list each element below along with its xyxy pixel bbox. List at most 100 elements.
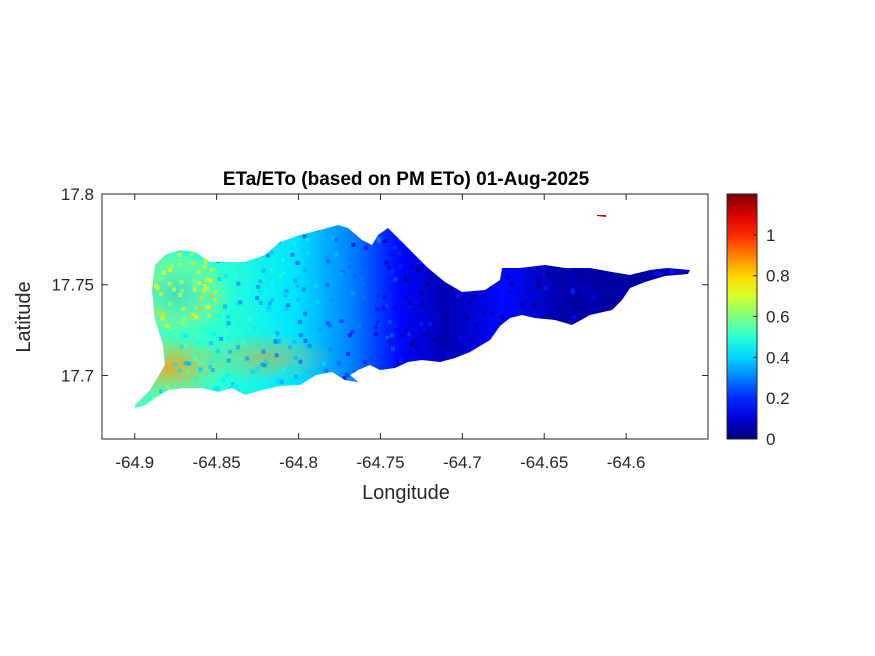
heat-cell (255, 296, 259, 301)
heat-cell (654, 268, 659, 273)
heat-cell (398, 358, 403, 363)
heat-cell (680, 272, 685, 277)
heat-cell (276, 375, 281, 380)
heat-cell (474, 324, 478, 329)
heat-cell (376, 236, 381, 241)
heat-cell (307, 343, 312, 348)
heat-cell (172, 287, 176, 292)
heat-cell (201, 288, 206, 293)
heat-cell (339, 271, 344, 276)
heat-cell (204, 377, 209, 382)
heat-cell (428, 322, 433, 327)
heat-cell (284, 307, 289, 312)
heat-cell (208, 332, 213, 337)
heat-cell (434, 317, 439, 322)
heat-cell (415, 267, 420, 272)
heat-cell (232, 384, 237, 388)
heat-cell (226, 358, 231, 363)
heat-cell (418, 260, 422, 265)
heat-cell (306, 233, 311, 238)
heat-cell (179, 280, 184, 284)
heat-cell (615, 279, 620, 284)
heat-cell (347, 256, 352, 261)
heat-cell (471, 339, 475, 344)
heat-cell (273, 339, 278, 344)
heat-cell (223, 304, 227, 309)
heat-cell (420, 291, 425, 296)
heat-cell (168, 268, 172, 273)
heat-cell (236, 281, 241, 286)
heat-cell (344, 372, 349, 377)
heat-cell (436, 323, 441, 328)
heat-cell (387, 338, 392, 343)
heat-cell (194, 306, 198, 310)
heat-cell (301, 287, 306, 292)
heat-cell (568, 266, 572, 271)
heat-cell (382, 305, 387, 310)
heat-cell (298, 333, 303, 338)
heat-cell (536, 285, 541, 290)
heat-cell (411, 339, 416, 344)
heat-cell (323, 231, 328, 236)
heat-cell (179, 344, 184, 349)
heat-cell (168, 301, 173, 306)
heat-cell (226, 335, 231, 340)
heat-cell (579, 289, 584, 293)
heat-cell (334, 252, 339, 257)
heat-cell (322, 361, 326, 366)
heat-cell (445, 356, 450, 361)
heat-cell (297, 275, 302, 280)
heat-cell (471, 295, 476, 299)
heat-cell (302, 234, 307, 239)
heat-cell (361, 263, 366, 268)
heat-cell (303, 338, 308, 343)
heat-cell (363, 245, 368, 250)
heat-cell (434, 350, 439, 355)
heat-cell (436, 284, 441, 289)
heat-cell (404, 249, 409, 254)
heat-cell (431, 338, 436, 343)
heat-cell (404, 295, 409, 300)
heat-cell (525, 307, 530, 312)
heat-cell (292, 339, 297, 344)
heat-cell (387, 265, 391, 270)
heat-cell (256, 285, 261, 289)
heat-cell (382, 295, 387, 300)
heat-cell (294, 374, 298, 379)
heat-cell (465, 316, 470, 320)
heat-cell (197, 360, 202, 364)
heat-cell (206, 305, 211, 310)
heat-cell (315, 299, 320, 304)
y-tick-label: 17.75 (51, 276, 94, 295)
heat-cell (570, 290, 575, 295)
heat-cell (196, 342, 201, 346)
heat-cell (266, 306, 271, 311)
x-axis-label: Longitude (362, 482, 450, 504)
heat-cell (544, 272, 549, 277)
heat-cell (584, 313, 589, 318)
heat-cell (462, 290, 467, 294)
heat-cell (293, 278, 298, 283)
heat-cell (419, 321, 424, 326)
heat-cell (467, 300, 472, 305)
heat-cell (403, 277, 408, 282)
heat-cell (165, 384, 170, 389)
heat-cell (328, 323, 332, 328)
heat-cell (212, 332, 217, 337)
colorbar (726, 193, 758, 440)
heat-cell (331, 236, 336, 241)
heat-cell (234, 384, 239, 389)
heat-cell (216, 356, 221, 361)
heat-cell (208, 364, 213, 369)
heat-cell (262, 363, 267, 368)
heat-cell (198, 367, 203, 372)
heat-cell (392, 305, 397, 310)
heat-cell (286, 303, 291, 308)
heat-cell (264, 359, 269, 364)
heat-cell (429, 275, 434, 280)
heat-cell (202, 283, 207, 288)
heat-cell (177, 253, 182, 257)
heat-cell (271, 334, 276, 339)
heat-cell (178, 292, 183, 297)
